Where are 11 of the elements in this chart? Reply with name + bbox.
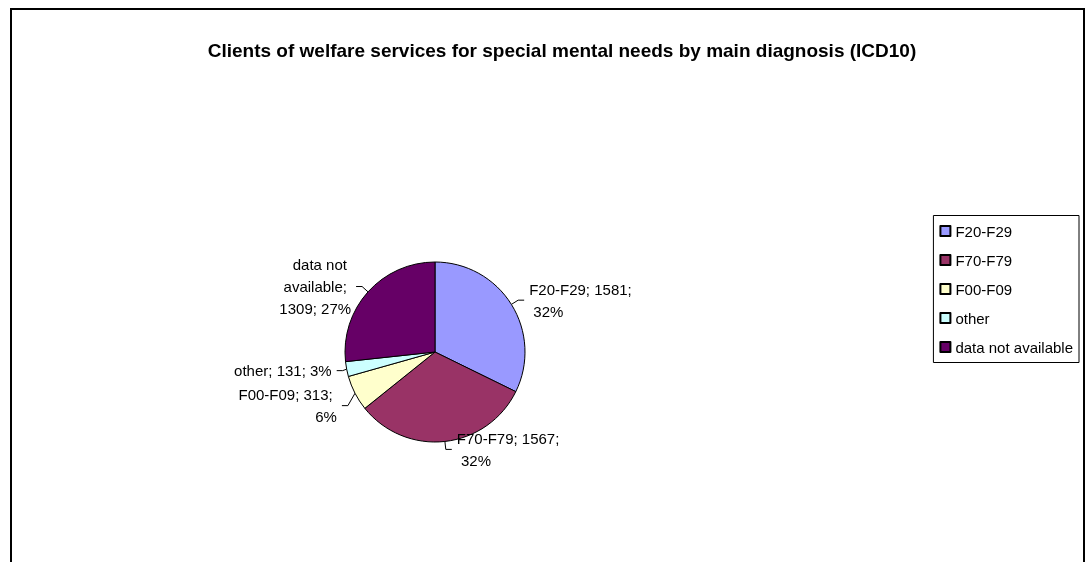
data-label: F70-F79; 1567; 32% [456,429,560,469]
legend-label: data not available [955,338,1073,356]
legend-label: other [955,309,990,327]
legend-label: F70-F79 [955,251,1013,269]
legend-label: F00-F09 [955,280,1013,298]
chart-title: Clients of welfare services for special mental needs by main diagnosis (ICD10) [207,39,917,61]
legend-label: F20-F29 [955,222,1013,240]
data-label: other; 131; 3% [234,362,332,380]
data-label: data not available; 1309; 27% [279,256,352,318]
data-label: F20-F29; 1581; 32% [529,280,632,320]
data-label: F00-F09; 313; 6% [238,386,337,426]
